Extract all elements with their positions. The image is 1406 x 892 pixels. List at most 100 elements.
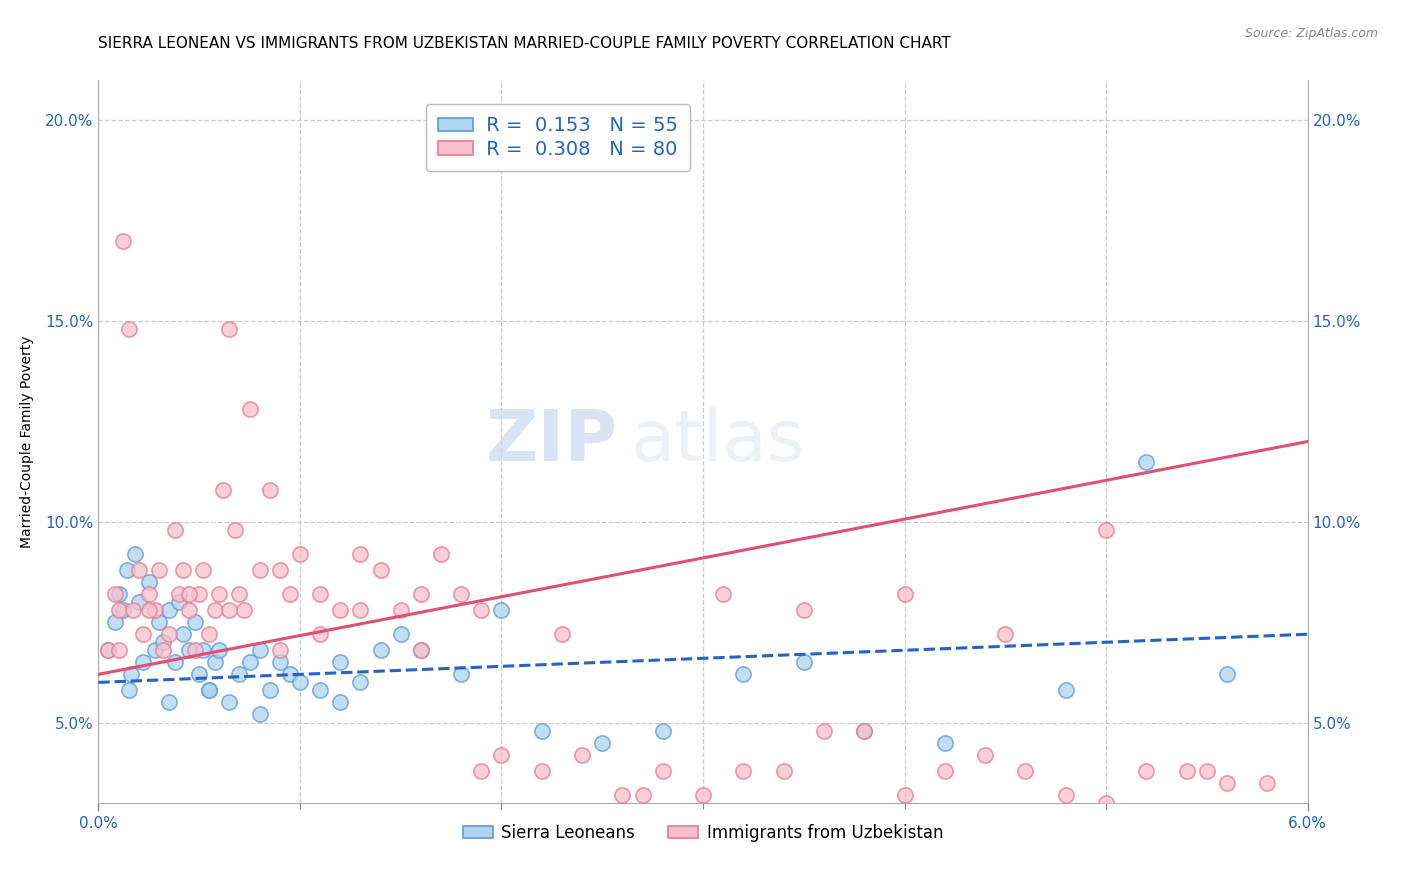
Point xyxy=(571,747,593,762)
Point xyxy=(813,723,835,738)
Point xyxy=(138,603,160,617)
Point xyxy=(148,615,170,630)
Point xyxy=(349,603,371,617)
Legend: Sierra Leoneans, Immigrants from Uzbekistan: Sierra Leoneans, Immigrants from Uzbekis… xyxy=(456,817,950,848)
Point xyxy=(1054,683,1077,698)
Point xyxy=(994,627,1017,641)
Point xyxy=(853,723,876,738)
Point xyxy=(224,523,246,537)
Point xyxy=(409,643,432,657)
Point xyxy=(893,587,915,601)
Point xyxy=(232,603,254,617)
Point xyxy=(103,615,125,630)
Point xyxy=(389,603,412,617)
Point xyxy=(157,696,180,710)
Point xyxy=(204,603,226,617)
Point xyxy=(631,788,654,802)
Point xyxy=(793,603,815,617)
Point xyxy=(470,603,492,617)
Point xyxy=(692,788,714,802)
Point xyxy=(269,655,291,669)
Point xyxy=(167,587,190,601)
Point xyxy=(1095,796,1118,810)
Point xyxy=(249,563,271,577)
Point xyxy=(309,587,332,601)
Point xyxy=(711,587,734,601)
Point xyxy=(179,603,201,617)
Point xyxy=(893,788,915,802)
Point xyxy=(179,643,201,657)
Point xyxy=(228,667,250,681)
Point xyxy=(309,627,332,641)
Point xyxy=(450,667,472,681)
Point xyxy=(239,402,262,417)
Point xyxy=(389,627,412,641)
Point xyxy=(172,563,194,577)
Text: Source: ZipAtlas.com: Source: ZipAtlas.com xyxy=(1244,27,1378,40)
Point xyxy=(188,667,211,681)
Point xyxy=(934,764,956,778)
Point xyxy=(111,603,134,617)
Point xyxy=(934,735,956,749)
Point xyxy=(470,764,492,778)
Point xyxy=(651,723,673,738)
Point xyxy=(193,643,215,657)
Point xyxy=(228,587,250,601)
Point xyxy=(208,587,231,601)
Point xyxy=(157,627,180,641)
Point xyxy=(132,655,155,669)
Point xyxy=(370,563,392,577)
Point xyxy=(152,635,174,649)
Point xyxy=(198,627,221,641)
Point xyxy=(974,747,997,762)
Point xyxy=(188,587,211,601)
Point xyxy=(193,563,215,577)
Point xyxy=(120,667,142,681)
Point xyxy=(1216,776,1239,790)
Point xyxy=(530,764,553,778)
Point xyxy=(409,587,432,601)
Point xyxy=(157,603,180,617)
Point xyxy=(163,655,186,669)
Point xyxy=(278,587,301,601)
Point xyxy=(259,683,281,698)
Point xyxy=(853,723,876,738)
Point xyxy=(204,655,226,669)
Point xyxy=(530,723,553,738)
Point xyxy=(733,764,755,778)
Point xyxy=(1256,776,1278,790)
Point xyxy=(491,747,513,762)
Point xyxy=(1135,455,1157,469)
Point xyxy=(124,547,146,561)
Point xyxy=(1054,788,1077,802)
Point xyxy=(143,643,166,657)
Point xyxy=(772,764,794,778)
Point xyxy=(239,655,262,669)
Point xyxy=(184,615,207,630)
Point xyxy=(118,683,141,698)
Point xyxy=(218,603,240,617)
Y-axis label: Married-Couple Family Poverty: Married-Couple Family Poverty xyxy=(20,335,34,548)
Point xyxy=(152,643,174,657)
Point xyxy=(288,675,311,690)
Point xyxy=(269,643,291,657)
Point xyxy=(288,547,311,561)
Point xyxy=(551,627,574,641)
Point xyxy=(370,643,392,657)
Point xyxy=(733,667,755,681)
Point xyxy=(97,643,120,657)
Point xyxy=(198,683,221,698)
Point xyxy=(278,667,301,681)
Point xyxy=(329,603,352,617)
Point xyxy=(179,587,201,601)
Point xyxy=(138,587,160,601)
Point xyxy=(1014,764,1036,778)
Point xyxy=(208,643,231,657)
Point xyxy=(1216,667,1239,681)
Point xyxy=(132,627,155,641)
Point xyxy=(143,603,166,617)
Point xyxy=(329,696,352,710)
Point xyxy=(309,683,332,698)
Point xyxy=(103,587,125,601)
Text: SIERRA LEONEAN VS IMMIGRANTS FROM UZBEKISTAN MARRIED-COUPLE FAMILY POVERTY CORRE: SIERRA LEONEAN VS IMMIGRANTS FROM UZBEKI… xyxy=(98,36,952,51)
